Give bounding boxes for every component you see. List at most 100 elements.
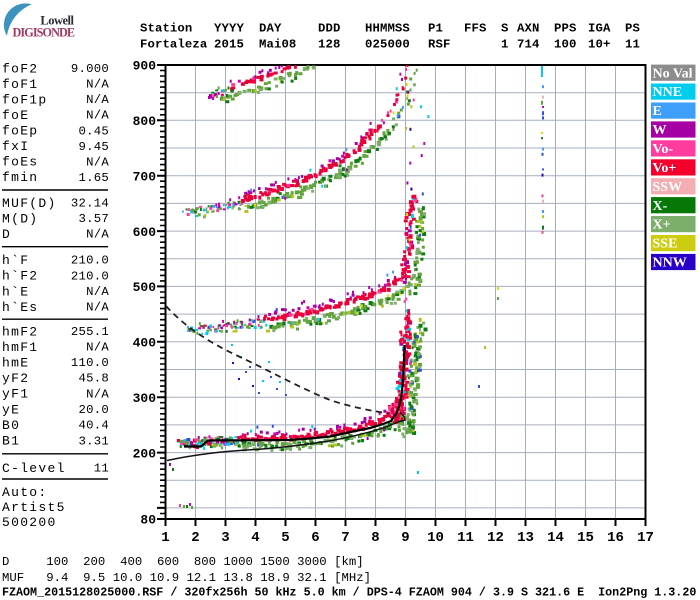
svg-text:hmF1: hmF1: [2, 340, 38, 355]
svg-text:9: 9: [401, 530, 409, 546]
svg-text:D 100 200 400 600 800: D 100 200 400 600 800 1000 1500 3000 [km…: [2, 555, 364, 569]
svg-text:10: 10: [427, 530, 444, 546]
svg-text:Vo-: Vo-: [653, 142, 674, 157]
svg-text:IGA: IGA: [588, 22, 611, 36]
svg-text:N/A: N/A: [86, 78, 109, 92]
svg-text:yF2: yF2: [2, 371, 29, 386]
svg-text:foEp: foEp: [2, 124, 38, 139]
svg-text:3.31: 3.31: [78, 434, 109, 448]
svg-text:yE: yE: [2, 402, 20, 417]
svg-text:foE: foE: [2, 108, 29, 123]
svg-text:hmE: hmE: [2, 356, 29, 371]
svg-text:B1: B1: [2, 434, 20, 449]
svg-text:D: D: [2, 227, 11, 242]
svg-text:1.65: 1.65: [78, 171, 109, 185]
svg-text:W: W: [653, 123, 667, 138]
svg-text:yF1: yF1: [2, 387, 29, 402]
svg-text:40.4: 40.4: [78, 419, 109, 433]
svg-text:h`Es: h`Es: [2, 300, 38, 315]
svg-text:N/A: N/A: [86, 285, 109, 299]
svg-text:foF1p: foF1p: [2, 92, 48, 107]
svg-text:11: 11: [625, 38, 640, 52]
svg-text:Lowell: Lowell: [40, 14, 74, 28]
svg-text:600: 600: [133, 225, 157, 240]
svg-text:PS: PS: [625, 22, 640, 36]
svg-text:Mai08: Mai08: [259, 38, 296, 52]
svg-text:110.0: 110.0: [71, 356, 109, 370]
svg-text:RSF: RSF: [428, 38, 450, 52]
svg-text:N/A: N/A: [86, 387, 109, 401]
svg-text:FFS: FFS: [464, 22, 486, 36]
svg-text:N/A: N/A: [86, 341, 109, 355]
svg-text:9.45: 9.45: [78, 140, 109, 154]
svg-text:8: 8: [371, 530, 379, 546]
svg-text:128: 128: [318, 38, 340, 52]
svg-text:200: 200: [133, 446, 157, 461]
svg-text:M(D): M(D): [2, 211, 38, 226]
svg-text:6: 6: [311, 530, 319, 546]
svg-text:SSE: SSE: [653, 237, 678, 252]
svg-text:700: 700: [133, 169, 157, 184]
svg-text:900: 900: [133, 59, 157, 74]
svg-text:foF2: foF2: [2, 61, 38, 76]
svg-text:HHMMSS: HHMMSS: [365, 22, 410, 36]
svg-text:2015: 2015: [214, 38, 244, 52]
svg-text:10+: 10+: [588, 38, 610, 52]
svg-text:32.14: 32.14: [71, 197, 109, 211]
svg-text:DAY: DAY: [259, 22, 282, 36]
svg-text:fmin: fmin: [2, 170, 38, 185]
svg-text:1: 1: [501, 38, 508, 52]
svg-text:DIGISONDE: DIGISONDE: [13, 26, 75, 40]
svg-text:16: 16: [607, 530, 624, 546]
svg-text:80: 80: [140, 513, 156, 528]
svg-text:210.0: 210.0: [71, 254, 109, 268]
svg-text:NNW: NNW: [653, 256, 687, 271]
svg-text:4: 4: [251, 530, 259, 546]
svg-text:17: 17: [637, 530, 654, 546]
svg-text:800: 800: [133, 114, 157, 129]
svg-text:100: 100: [554, 38, 576, 52]
svg-text:h`E: h`E: [2, 284, 29, 299]
svg-text:025000: 025000: [365, 38, 410, 52]
svg-text:15: 15: [577, 530, 594, 546]
svg-text:AXN: AXN: [517, 22, 539, 36]
svg-text:0.45: 0.45: [78, 124, 109, 138]
svg-text:255.1: 255.1: [71, 325, 109, 339]
svg-text:Fortaleza: Fortaleza: [140, 38, 208, 52]
svg-text:N/A: N/A: [86, 301, 109, 315]
svg-text:400: 400: [133, 336, 157, 351]
svg-text:DDD: DDD: [318, 22, 340, 36]
svg-text:210.0: 210.0: [71, 269, 109, 283]
svg-text:YYYY: YYYY: [214, 22, 244, 36]
svg-text:Station: Station: [140, 22, 192, 36]
svg-text:h`F: h`F: [2, 253, 29, 268]
svg-text:45.8: 45.8: [78, 372, 109, 386]
svg-text:SSW: SSW: [653, 180, 683, 195]
svg-text:14: 14: [547, 530, 564, 546]
svg-text:X-: X-: [653, 199, 668, 214]
svg-text:20.0: 20.0: [78, 403, 109, 417]
svg-text:9.000: 9.000: [71, 62, 109, 76]
svg-text:C-level: C-level: [2, 461, 66, 476]
svg-text:N/A: N/A: [86, 228, 109, 242]
svg-text:foEs: foEs: [2, 155, 38, 170]
svg-text:MUF 9.4 9.5 10.0 10.9 12.1: MUF 9.4 9.5 10.0 10.9 12.1 13.8 18.9 32.…: [2, 571, 371, 585]
svg-text:hmF2: hmF2: [2, 324, 38, 339]
svg-text:MUF(D): MUF(D): [2, 196, 57, 211]
svg-text:2: 2: [191, 530, 199, 546]
svg-text:Auto:: Auto:: [2, 485, 48, 500]
svg-text:fxI: fxI: [2, 139, 29, 154]
svg-text:714: 714: [517, 38, 540, 52]
svg-text:E: E: [653, 104, 662, 119]
svg-text:NNE: NNE: [653, 85, 683, 100]
svg-text:P1: P1: [428, 22, 443, 36]
svg-text:11: 11: [457, 530, 474, 546]
svg-text:X+: X+: [653, 218, 671, 233]
svg-text:No Val: No Val: [653, 66, 693, 81]
svg-text:3.57: 3.57: [78, 212, 109, 226]
svg-text:Artist5: Artist5: [2, 500, 66, 515]
svg-text:12: 12: [487, 530, 504, 546]
svg-text:500200: 500200: [2, 515, 57, 530]
svg-text:N/A: N/A: [86, 109, 109, 123]
svg-text:N/A: N/A: [86, 155, 109, 169]
